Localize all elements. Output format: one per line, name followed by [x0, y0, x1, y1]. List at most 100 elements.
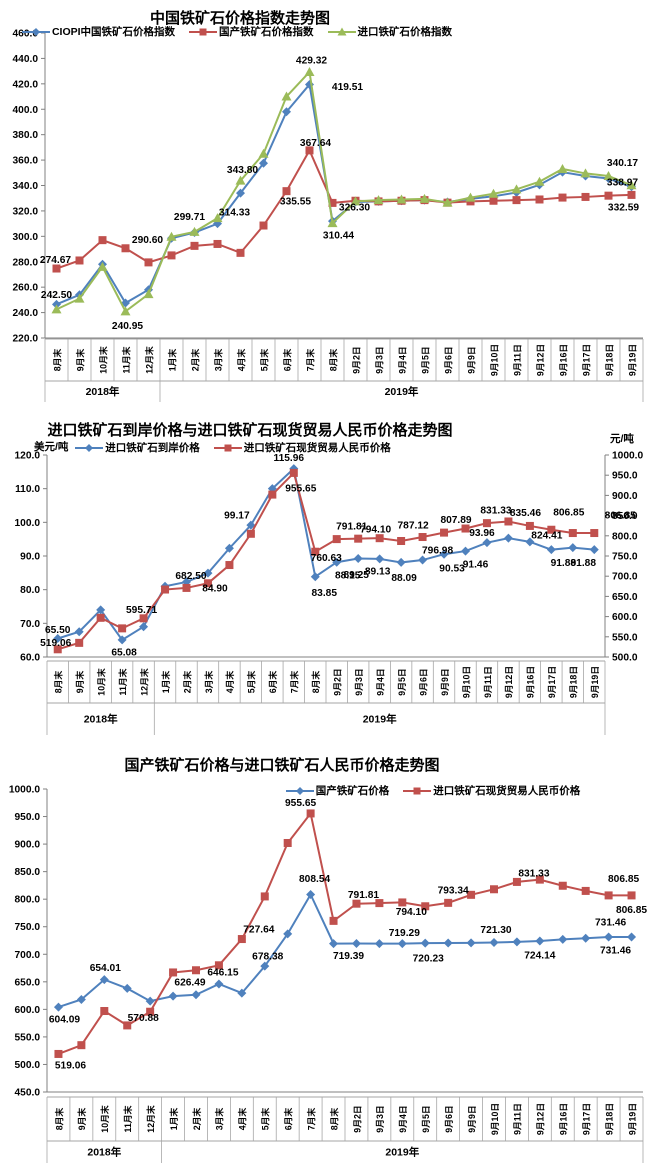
- x-category-label: 9月末: [76, 1108, 87, 1131]
- marker-diamond: [568, 543, 578, 553]
- x-category-label: 8月末: [328, 1108, 339, 1131]
- marker-diamond: [439, 549, 449, 559]
- marker-square: [144, 258, 153, 267]
- x-category-label: 9月3日: [375, 1105, 385, 1132]
- marker-triangle: [442, 197, 453, 207]
- data-label: 90.53: [439, 564, 465, 575]
- marker-square: [581, 886, 590, 895]
- marker-square: [282, 187, 291, 196]
- marker-square: [260, 892, 269, 901]
- data-label: 719.39: [333, 951, 364, 962]
- y-tick-label: 500.0: [15, 1060, 41, 1071]
- y-tick-label: 320.0: [13, 206, 39, 217]
- x-category-label: 9月16日: [559, 1103, 569, 1135]
- x-category-label: 9月19日: [627, 1103, 637, 1135]
- marker-triangle: [143, 289, 154, 299]
- marker-diamond: [259, 158, 268, 168]
- y-tick-label: 280.0: [13, 257, 39, 268]
- marker-square: [525, 521, 534, 530]
- x-category-label: 2月末: [189, 349, 200, 372]
- x-category-label: 9月10日: [461, 666, 471, 698]
- data-label: 796.98: [422, 546, 453, 557]
- y-tick-label: 300.0: [13, 232, 39, 243]
- legend-label: 进口铁矿石现货贸易人民币价格: [243, 442, 391, 454]
- legend-item: 进口铁矿石现货贸易人民币价格: [213, 440, 391, 455]
- x-category-label: 9月10日: [490, 1103, 500, 1135]
- marker-triangle: [281, 91, 292, 101]
- marker-square: [289, 468, 298, 477]
- marker-triangle: [603, 170, 614, 180]
- data-label: 731.46: [600, 945, 631, 956]
- y-tick-label: 850.0: [612, 511, 638, 522]
- marker-triangle: [189, 226, 200, 236]
- marker-square: [283, 838, 292, 847]
- y-tick-label: 240.0: [13, 308, 39, 319]
- x-category-label: 9月5日: [420, 346, 430, 373]
- marker-diamond: [76, 994, 86, 1004]
- legend-marker-blue-diamond-icon: [285, 786, 314, 795]
- chart1-legend: CIOPI中国铁矿石价格指数 国产铁矿石价格指数 进口铁矿石价格指数: [0, 24, 562, 39]
- data-label: 807.89: [440, 515, 471, 526]
- x-category-label: 9月6日: [418, 668, 428, 695]
- y-tick-label: 650.0: [612, 592, 638, 603]
- data-label: 835.46: [510, 508, 541, 519]
- legend-marker-red-square-icon: [189, 28, 218, 35]
- marker-square: [123, 1021, 132, 1030]
- data-label: 806.85: [605, 511, 636, 522]
- marker-diamond: [122, 983, 132, 993]
- x-category-label: 2月末: [191, 1108, 202, 1131]
- marker-triangle: [212, 213, 223, 223]
- y-tick-label: 440.0: [13, 54, 39, 65]
- data-label: 787.12: [398, 521, 429, 532]
- x-category-label: 5月末: [260, 1108, 271, 1131]
- legend-label: CIOPI中国铁矿石价格指数: [51, 26, 176, 38]
- left-axis-unit-label: 美元/吨: [34, 441, 69, 453]
- marker-square: [568, 529, 577, 538]
- marker-square: [328, 198, 337, 207]
- data-label: 65.50: [45, 625, 71, 636]
- y-tick-label: 460.0: [13, 29, 39, 40]
- y-tick-label: 220.0: [13, 334, 39, 345]
- data-label: 240.95: [112, 321, 143, 332]
- x-category-label: 9月末: [74, 671, 85, 694]
- marker-diamond: [282, 107, 291, 117]
- data-label: 290.60: [132, 235, 163, 246]
- y-tick-label: 120.0: [15, 451, 41, 462]
- marker-triangle: [396, 194, 407, 204]
- data-label: 791.81: [348, 890, 379, 901]
- data-label: 955.65: [285, 798, 316, 809]
- data-label: 99.17: [224, 511, 250, 522]
- data-label: 83.85: [312, 588, 338, 599]
- y-tick-label: 700.0: [15, 950, 41, 961]
- x-category-label: 9月3日: [374, 346, 384, 373]
- marker-triangle: [465, 192, 476, 202]
- marker-square: [418, 533, 427, 542]
- x-category-label: 8月末: [51, 349, 62, 372]
- series-line: [56, 69, 632, 313]
- marker-square: [504, 517, 513, 526]
- x-category-label: 9月19日: [627, 344, 637, 376]
- marker-square: [490, 885, 498, 894]
- marker-diamond: [332, 557, 342, 567]
- legend-marker-red-square-icon: [403, 787, 432, 794]
- marker-square: [558, 193, 567, 202]
- marker-diamond: [99, 975, 109, 985]
- marker-square: [306, 809, 315, 818]
- marker-diamond: [558, 934, 568, 944]
- data-label: 806.85: [553, 508, 584, 519]
- y-tick-label: 1000.0: [612, 451, 643, 462]
- marker-square: [268, 490, 277, 499]
- x-category-label: 9月2日: [351, 346, 361, 373]
- data-label: 806.85: [608, 874, 639, 885]
- right-axis-unit-label: 元/吨: [610, 433, 634, 445]
- marker-diamond: [581, 933, 591, 943]
- marker-diamond: [237, 988, 247, 998]
- marker-square: [604, 891, 613, 900]
- marker-square: [98, 236, 107, 245]
- y-tick-label: 90.0: [20, 552, 40, 563]
- legend-label: 进口铁矿石价格指数: [357, 26, 453, 38]
- data-label: 314.33: [219, 208, 250, 219]
- year-group-label: 2018年: [87, 1146, 121, 1159]
- marker-diamond: [396, 557, 406, 567]
- x-category-label: 8月末: [310, 671, 321, 694]
